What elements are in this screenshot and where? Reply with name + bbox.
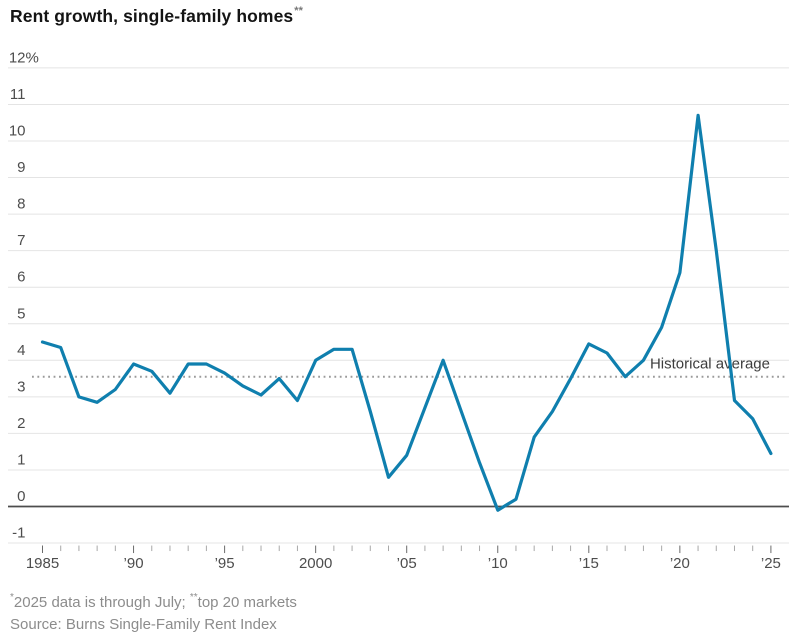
y-tick-label: 6 bbox=[17, 269, 25, 286]
y-tick-label: 9 bbox=[17, 159, 25, 176]
y-axis-unit-label: % bbox=[26, 49, 39, 66]
rent-growth-line bbox=[40, 113, 773, 512]
x-tick-label: ’25 bbox=[761, 555, 781, 572]
x-tick-label: ’10 bbox=[488, 555, 508, 572]
y-tick-label: 3 bbox=[17, 378, 25, 395]
y-tick-label: 4 bbox=[17, 342, 25, 359]
chart-footnotes: *2025 data is through July; **top 20 mar… bbox=[10, 588, 297, 636]
x-tick-label: ’90 bbox=[124, 555, 144, 572]
chart-title-text: Rent growth, single-family homes bbox=[10, 6, 294, 26]
y-tick-label: 8 bbox=[17, 196, 25, 213]
historical-average-label: Historical average bbox=[650, 356, 770, 373]
x-tick-label: 1985 bbox=[26, 555, 59, 572]
y-tick-label: 7 bbox=[17, 232, 25, 249]
y-tick-label: 10 bbox=[9, 123, 26, 140]
y-tick-label: 1 bbox=[17, 451, 25, 468]
footnote-line: *2025 data is through July; **top 20 mar… bbox=[10, 592, 297, 611]
x-tick-label: ’95 bbox=[215, 555, 235, 572]
x-tick-label: ’05 bbox=[397, 555, 417, 572]
source-line: Source: Burns Single-Family Rent Index bbox=[10, 616, 277, 633]
y-tick-label: 11 bbox=[10, 86, 26, 103]
footnote-marker: * bbox=[10, 592, 14, 603]
y-tick-label: 12 bbox=[9, 49, 26, 66]
chart-title: Rent growth, single-family homes** bbox=[10, 5, 303, 27]
x-tick-label: 2000 bbox=[299, 555, 332, 572]
x-tick-label: ’15 bbox=[579, 555, 599, 572]
y-tick-label: 2 bbox=[17, 415, 25, 432]
chart-title-footnote-marker: ** bbox=[294, 5, 303, 18]
x-tick-label: ’20 bbox=[670, 555, 690, 572]
y-tick-label: 0 bbox=[17, 488, 25, 505]
footnote-marker: ** bbox=[189, 592, 198, 603]
y-tick-label: -1 bbox=[12, 525, 25, 542]
y-tick-label: 5 bbox=[17, 305, 25, 322]
